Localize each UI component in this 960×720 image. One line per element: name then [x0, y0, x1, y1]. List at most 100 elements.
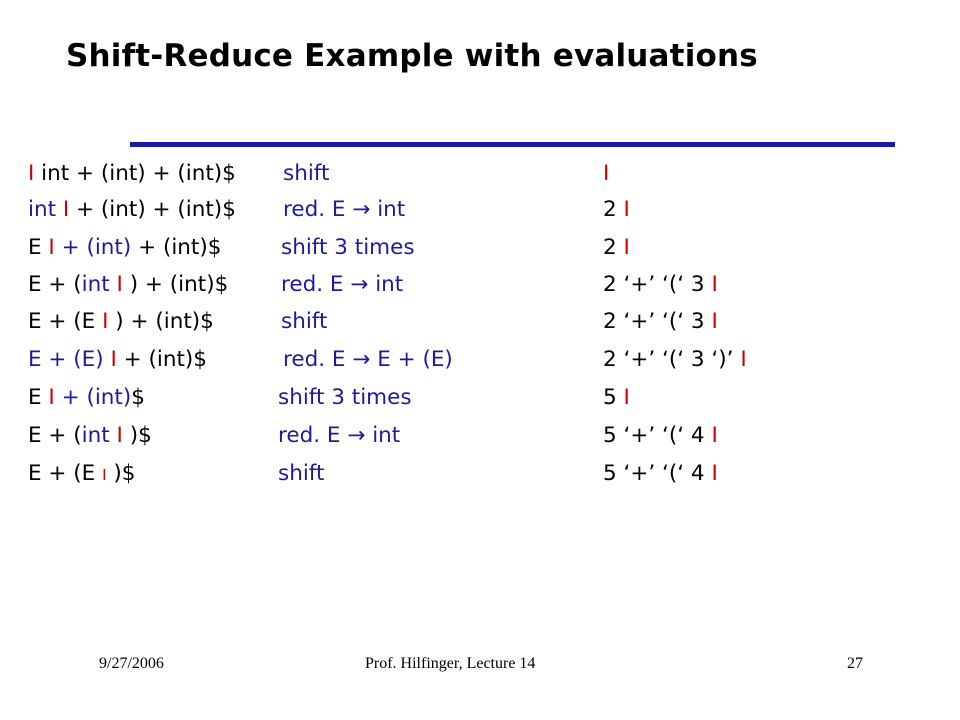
action-text: int: [368, 272, 404, 297]
cursor-marker: I: [603, 161, 610, 186]
input-cell: E + (E I ) + (int)$: [28, 309, 214, 334]
cursor-marker: I: [623, 235, 630, 260]
action-cell: red. E → int: [283, 197, 405, 222]
stack-cell: 2 ‘+’ ‘(‘ 3 ‘)’ I: [603, 347, 747, 372]
action-text: shift: [278, 461, 325, 486]
input-text: + (int)$: [116, 347, 207, 372]
input-text: int: [81, 423, 117, 448]
action-text: →: [350, 272, 369, 297]
input-cell: E I + (int)$: [28, 385, 145, 410]
action-text: int: [365, 423, 401, 448]
table-row: E + (E I )$ shift 5 ‘+’ ‘(‘ 4 I: [0, 461, 960, 497]
input-text: + (int): [54, 385, 132, 410]
input-text: E + (: [28, 272, 82, 297]
footer-lecture: Prof. Hilfinger, Lecture 14: [365, 655, 536, 672]
cursor-marker: I: [711, 423, 718, 448]
input-cell: I int + (int) + (int)$: [28, 161, 236, 186]
cursor-marker: I: [48, 385, 55, 410]
stack-cell: 2 I: [603, 197, 630, 222]
action-cell: red. E → E + (E): [283, 347, 453, 372]
stack-text: 5 ‘+’ ‘(‘ 4: [603, 461, 712, 486]
action-text: red. E: [278, 423, 348, 448]
action-text: red. E: [283, 347, 353, 372]
stack-text: 2: [603, 235, 624, 260]
input-cell: E + (E) I + (int)$: [28, 347, 207, 372]
stack-cell: 2 I: [603, 235, 630, 260]
cursor-marker: I: [62, 197, 70, 222]
table-row: int I + (int) + (int)$ red. E → int 2 I: [0, 197, 960, 233]
title-underline: [130, 142, 895, 147]
action-cell: shift: [278, 461, 324, 486]
stack-text: 2 ‘+’ ‘(‘ 3: [603, 272, 712, 297]
input-text: )$: [122, 423, 152, 448]
action-cell: shift: [281, 309, 327, 334]
slide-title: Shift-Reduce Example with evaluations: [66, 38, 758, 74]
input-text: int + (int) + (int)$: [34, 161, 236, 186]
cursor-marker: I: [711, 309, 718, 334]
table-row: E + (E I ) + (int)$ shift 2 ‘+’ ‘(‘ 3 I: [0, 309, 960, 345]
input-text: E + (E: [28, 461, 103, 486]
input-cell: E + (int I ) + (int)$: [28, 272, 228, 297]
cursor-marker: I: [28, 161, 35, 186]
stack-text: 5 ‘+’ ‘(‘ 4: [603, 423, 712, 448]
input-text: ) + (int)$: [122, 272, 229, 297]
cursor-marker: I: [711, 272, 718, 297]
cursor-marker: I: [110, 347, 117, 372]
action-text: red. E: [283, 197, 353, 222]
action-cell: red. E → int: [281, 272, 403, 297]
input-text: ) + (int)$: [108, 309, 214, 334]
cursor-marker: I: [623, 385, 630, 410]
table-row: E I + (int) + (int)$ shift 3 times 2 I: [0, 235, 960, 271]
stack-cell: 5 ‘+’ ‘(‘ 4 I: [603, 423, 718, 448]
cursor-marker: I: [48, 235, 55, 260]
table-row: E + (int I )$ red. E → int 5 ‘+’ ‘(‘ 4 I: [0, 423, 960, 459]
cursor-marker: I: [711, 461, 718, 486]
cursor-marker: I: [116, 272, 123, 297]
action-text: red. E: [281, 272, 351, 297]
stack-cell: 2 ‘+’ ‘(‘ 3 I: [603, 272, 718, 297]
input-text: E: [28, 385, 49, 410]
action-cell: shift 3 times: [278, 385, 412, 410]
cursor-marker: I: [623, 197, 630, 222]
table-row: E + (int I ) + (int)$ red. E → int 2 ‘+’ ‘…: [0, 272, 960, 308]
cursor-marker: I: [102, 309, 109, 334]
stack-text: 5: [603, 385, 624, 410]
action-text: shift 3 times: [281, 235, 415, 260]
action-text: shift: [283, 161, 330, 186]
footer-page-number: 27: [847, 655, 863, 672]
table-row: I int + (int) + (int)$ shift I: [0, 161, 960, 197]
cursor-marker: I: [116, 423, 123, 448]
input-text: $: [131, 385, 145, 410]
action-text: E + (E): [370, 347, 453, 372]
stack-cell: 5 I: [603, 385, 630, 410]
action-text: shift: [281, 309, 328, 334]
cursor-marker: I: [740, 347, 747, 372]
input-cell: E + (E I )$: [28, 461, 135, 486]
input-cell: int I + (int) + (int)$: [28, 197, 236, 222]
action-cell: shift 3 times: [281, 235, 415, 260]
input-text: + (int)$: [131, 235, 222, 260]
input-text: + (int): [54, 235, 132, 260]
action-text: shift 3 times: [278, 385, 412, 410]
table-row: E I + (int)$ shift 3 times 5 I: [0, 385, 960, 421]
input-text: + (int) + (int)$: [69, 197, 236, 222]
stack-text: 2 ‘+’ ‘(‘ 3: [603, 309, 712, 334]
table-row: E + (E) I + (int)$ red. E → E + (E) 2 ‘+’ …: [0, 347, 960, 383]
input-text: E: [28, 235, 49, 260]
stack-cell: 2 ‘+’ ‘(‘ 3 I: [603, 309, 718, 334]
action-text: int: [370, 197, 406, 222]
action-cell: shift: [283, 161, 329, 186]
action-text: →: [352, 197, 371, 222]
stack-cell: I: [603, 161, 609, 186]
input-text: int: [28, 197, 63, 222]
action-cell: red. E → int: [278, 423, 400, 448]
action-text: →: [352, 347, 371, 372]
stack-text: 2: [603, 197, 624, 222]
input-text: E + (E: [28, 309, 103, 334]
input-cell: E I + (int) + (int)$: [28, 235, 221, 260]
footer-date: 9/27/2006: [99, 655, 164, 672]
stack-cell: 5 ‘+’ ‘(‘ 4 I: [603, 461, 718, 486]
stack-text: 2 ‘+’ ‘(‘ 3 ‘)’: [603, 347, 741, 372]
input-text: int: [81, 272, 117, 297]
input-cell: E + (int I )$: [28, 423, 152, 448]
